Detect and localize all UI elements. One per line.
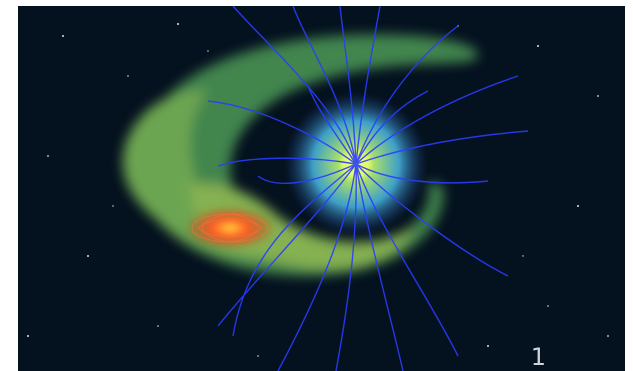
magnetosphere-illustration xyxy=(27,6,609,371)
slide-page-number: 1 xyxy=(530,343,546,371)
magnetic-field-lines xyxy=(207,6,529,371)
moon-flux-loops xyxy=(191,213,269,243)
space-visualization: 1 xyxy=(18,6,625,371)
